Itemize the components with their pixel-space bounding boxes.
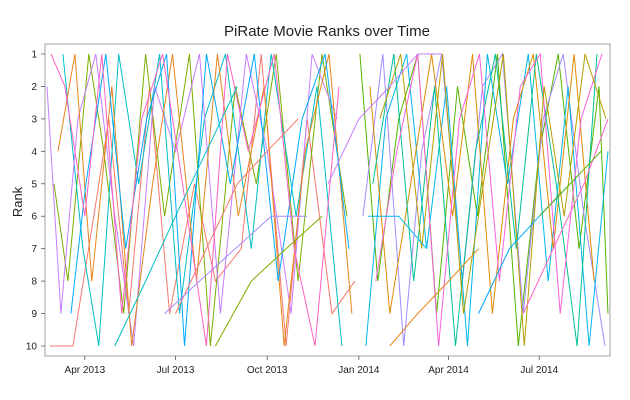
x-axis-ticks: Apr 2013 Jul 2013 Oct 2013 Jan 2014 Apr 2014… bbox=[65, 356, 559, 376]
series-line-21 bbox=[522, 118, 609, 314]
series-line-7 bbox=[50, 53, 340, 347]
x-tick-label: Apr 2013 bbox=[65, 365, 106, 376]
series-line-24 bbox=[367, 215, 427, 250]
series-line-8 bbox=[359, 53, 609, 347]
chart-title: PiRate Movie Ranks over Time bbox=[224, 23, 430, 40]
y-tick-label: 3 bbox=[31, 114, 37, 125]
x-tick-label: Oct 2013 bbox=[247, 365, 288, 376]
series-line-6 bbox=[70, 53, 350, 347]
series-line-10 bbox=[365, 53, 609, 347]
x-tick-label: Jul 2014 bbox=[520, 365, 558, 376]
y-tick-label: 1 bbox=[31, 50, 37, 61]
y-tick-label: 6 bbox=[31, 212, 37, 223]
y-tick-label: 2 bbox=[31, 82, 37, 93]
y-axis-label: Rank bbox=[10, 186, 25, 217]
series-line-18 bbox=[327, 53, 442, 185]
y-tick-label: 7 bbox=[31, 244, 37, 255]
series-line-14 bbox=[379, 53, 607, 347]
y-tick-label: 10 bbox=[26, 342, 38, 353]
x-tick-label: Jan 2014 bbox=[338, 365, 380, 376]
y-tick-label: 8 bbox=[31, 277, 37, 288]
series-line-4 bbox=[46, 53, 338, 347]
y-tick-label: 4 bbox=[31, 147, 37, 158]
series-line-17 bbox=[114, 86, 238, 347]
series-line-12 bbox=[372, 53, 598, 347]
series-line-2 bbox=[53, 53, 348, 347]
series-line-19 bbox=[389, 248, 479, 347]
series-layer bbox=[46, 52, 609, 347]
series-line-22 bbox=[538, 150, 602, 217]
y-tick-label: 9 bbox=[31, 309, 37, 320]
y-tick-label: 5 bbox=[31, 179, 37, 190]
series-line-13 bbox=[375, 52, 603, 347]
x-tick-label: Jul 2013 bbox=[157, 365, 195, 376]
series-line-15 bbox=[175, 118, 299, 314]
y-axis-ticks: 1 2 3 4 5 6 7 8 9 10 bbox=[26, 50, 45, 353]
x-tick-label: Apr 2014 bbox=[428, 365, 469, 376]
series-line-23 bbox=[164, 215, 308, 314]
series-line-16 bbox=[214, 215, 323, 347]
